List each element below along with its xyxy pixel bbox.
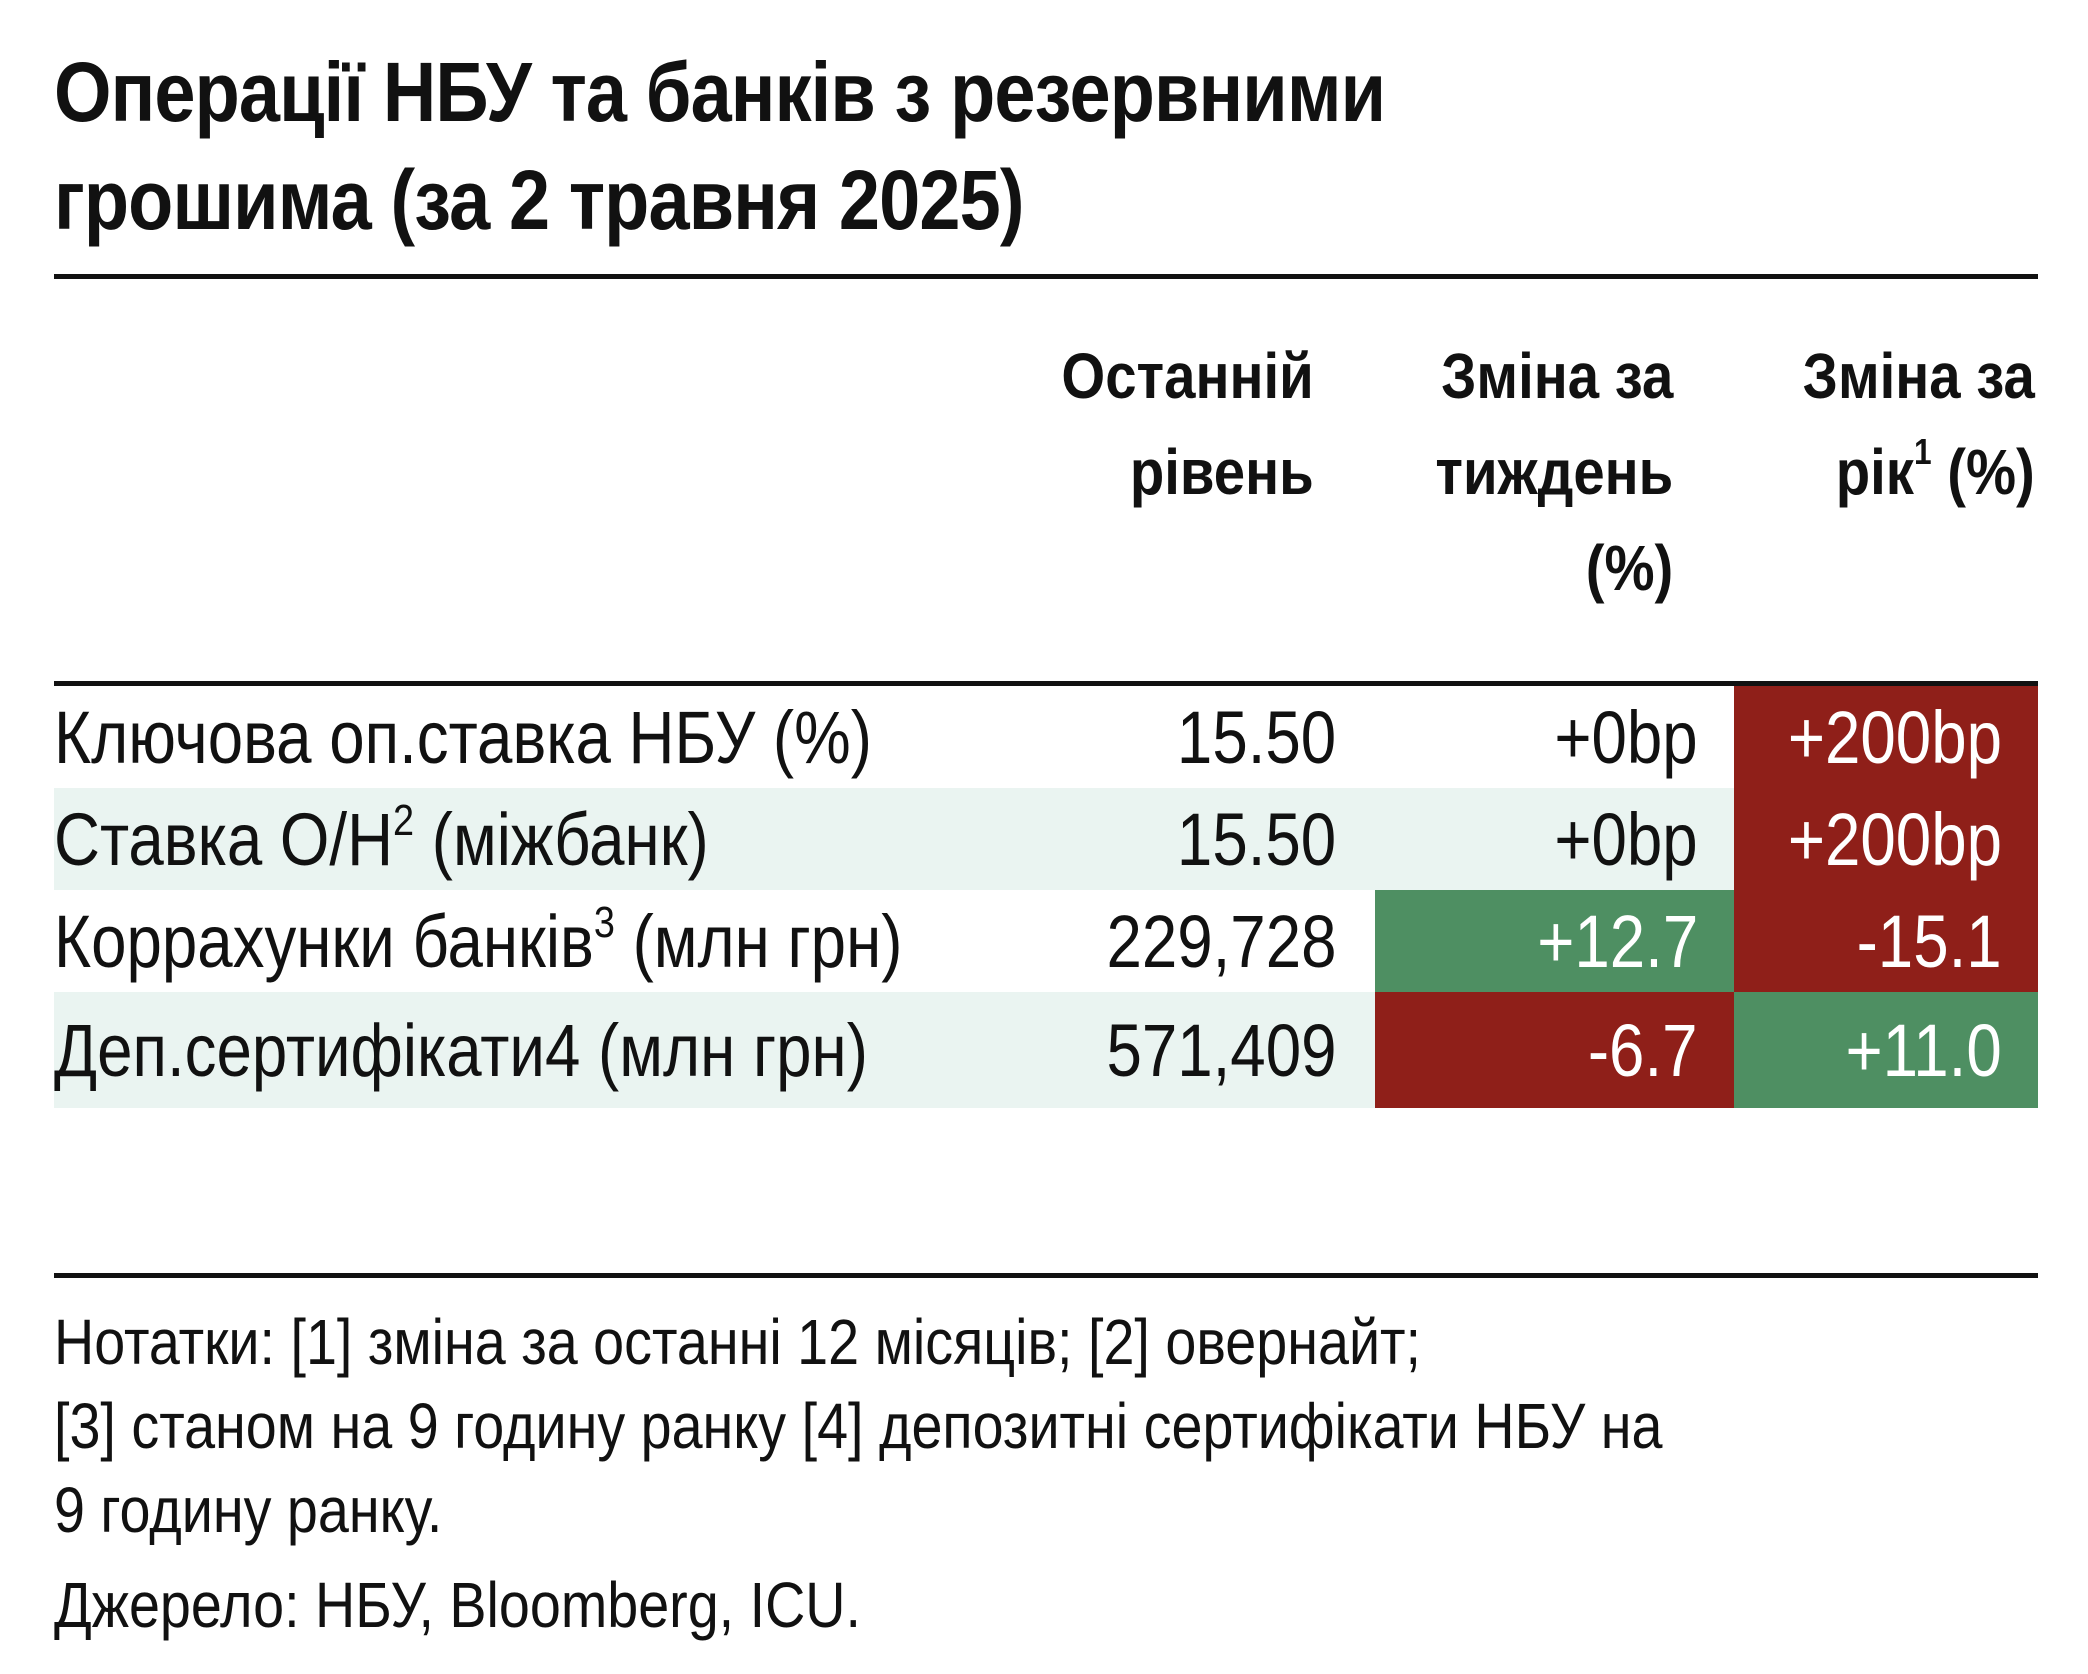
row-label: Коррахунки банків3 (млн грн) xyxy=(54,890,1041,992)
table-row: Ключова оп.ставка НБУ (%) 15.50 +0bp +200bp xyxy=(54,686,2038,788)
cell-last-level-value: 15.50 xyxy=(1176,695,1336,779)
row-label-unit: (міжбанк) xyxy=(414,797,709,881)
row-label-value: Ставка O/H2 (міжбанк) xyxy=(54,797,709,882)
row-label-value: Ключова оп.ставка НБУ (%) xyxy=(54,695,872,780)
cell-year-change: +200bp xyxy=(1734,788,2038,890)
title-line-2: грошима (за 2 травня 2025) xyxy=(54,153,1024,247)
cell-last-level: 229,728 xyxy=(1014,890,1336,992)
header-year-label: рік xyxy=(1835,436,1915,508)
header-year-change-line-1: Зміна за xyxy=(1802,340,2035,412)
row-label-text: Ставка O/H xyxy=(54,797,394,881)
cell-week-change: -6.7 xyxy=(1375,992,1734,1108)
header-week-change: Зміна за тиждень (%) xyxy=(1435,328,1673,616)
cell-year-change: +200bp xyxy=(1734,686,2038,788)
header-divider xyxy=(54,681,2038,686)
cell-week-change-value: +0bp xyxy=(1554,695,1698,779)
bottom-divider xyxy=(54,1273,2038,1278)
header-week-change-line-3: (%) xyxy=(1585,532,1673,604)
cell-week-change-value: -6.7 xyxy=(1588,1008,1698,1092)
cell-year-change: +11.0 xyxy=(1734,992,2038,1108)
row-label-text: Ключова оп.ставка НБУ (%) xyxy=(54,695,872,779)
cell-year-change-value: +200bp xyxy=(1787,695,2002,779)
cell-last-level: 571,409 xyxy=(1014,992,1336,1108)
cell-last-level-value: 15.50 xyxy=(1176,797,1336,881)
row-label-value: Деп.сертифікати4 (млн грн) xyxy=(54,1008,868,1093)
notes: Нотатки: [1] зміна за останні 12 місяців… xyxy=(54,1300,2038,1552)
source-note: Джерело: НБУ, Bloomberg, ICU. xyxy=(54,1569,861,1641)
header-year-change: Зміна за рік1 (%) xyxy=(1803,328,2035,520)
header-last-level: Останній рівень xyxy=(1062,328,1314,520)
title-line-1: Операції НБУ та банків з резервними xyxy=(54,45,1386,139)
cell-week-change: +0bp xyxy=(1375,686,1734,788)
row-label-unit: (млн грн) xyxy=(614,899,903,983)
header-last-level-line-2: рівень xyxy=(1130,436,1314,508)
page-title: Операції НБУ та банків з резервними грош… xyxy=(54,38,1990,254)
table-row: Деп.сертифікати4 (млн грн) 571,409 -6.7 +11… xyxy=(54,992,2038,1108)
page: Операції НБУ та банків з резервними грош… xyxy=(54,38,2038,1641)
table-row: Коррахунки банків3 (млн грн) 229,728 +12.7… xyxy=(54,890,2038,992)
cell-week-change-value: +12.7 xyxy=(1536,899,1698,983)
table-header: Останній рівень Зміна за тиждень (%) Змі… xyxy=(54,328,2038,658)
cell-last-level: 15.50 xyxy=(1014,788,1336,890)
cell-year-change-value: -15.1 xyxy=(1856,899,2002,983)
header-year-unit: (%) xyxy=(1931,436,2035,508)
notes-line-3: 9 годину ранку. xyxy=(54,1474,443,1546)
row-label-value: Коррахунки банків3 (млн грн) xyxy=(54,899,902,984)
header-last-level-line-1: Останній xyxy=(1061,340,1314,412)
footnote-marker: 3 xyxy=(593,897,615,947)
cell-last-level: 15.50 xyxy=(1014,686,1336,788)
cell-week-change: +12.7 xyxy=(1375,890,1734,992)
row-label: Деп.сертифікати4 (млн грн) xyxy=(54,992,1000,1108)
header-week-change-line-2: тиждень xyxy=(1435,436,1673,508)
row-label-text: Коррахунки банків xyxy=(54,899,594,983)
notes-line-2: [3] станом на 9 годину ранку [4] депозит… xyxy=(54,1390,1663,1462)
row-label: Ключова оп.ставка НБУ (%) xyxy=(54,686,1005,788)
footnote-marker: 1 xyxy=(1914,431,1932,472)
notes-line-1: Нотатки: [1] зміна за останні 12 місяців… xyxy=(54,1306,1422,1378)
cell-year-change: -15.1 xyxy=(1734,890,2038,992)
cell-year-change-value: +11.0 xyxy=(1845,1008,2002,1092)
header-week-change-line-1: Зміна за xyxy=(1440,340,1673,412)
top-divider xyxy=(54,274,2038,279)
cell-last-level-value: 571,409 xyxy=(1105,1008,1336,1092)
cell-year-change-value: +200bp xyxy=(1787,797,2002,881)
row-label: Ставка O/H2 (міжбанк) xyxy=(54,788,815,890)
cell-week-change: +0bp xyxy=(1375,788,1734,890)
cell-last-level-value: 229,728 xyxy=(1105,899,1336,983)
table-row: Ставка O/H2 (міжбанк) 15.50 +0bp +200bp xyxy=(54,788,2038,890)
row-label-text: Деп.сертифікати4 (млн грн) xyxy=(54,1008,868,1092)
header-year-change-line-2: рік1 (%) xyxy=(1803,424,2035,520)
footnote-marker: 2 xyxy=(393,795,415,845)
cell-week-change-value: +0bp xyxy=(1554,797,1698,881)
